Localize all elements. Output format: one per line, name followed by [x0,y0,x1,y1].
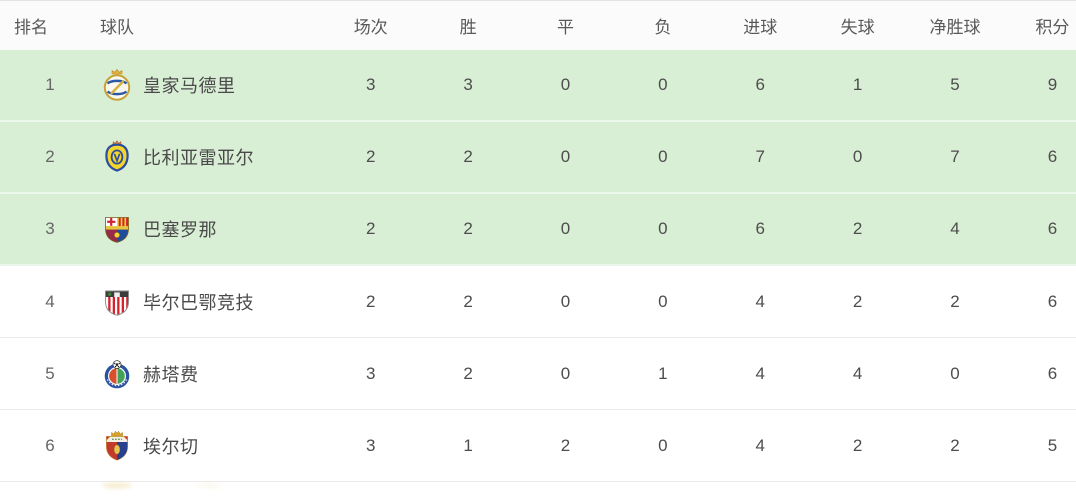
stat-goal-diff: 2 [950,291,960,311]
stat-draw: 0 [560,363,571,383]
rank-cell: 6 [45,435,55,455]
stat-draw: 2 [560,435,571,455]
stat-goals-for: 7 [755,147,765,166]
stat-goal-diff: 2 [950,435,960,455]
team-name: 皇家马德里 [143,76,236,96]
athletic-bilbao-crest-icon [105,290,129,316]
table-header-row: 排名 球队 场次 胜 平 负 进球 失球 净胜球 积分 [0,1,1076,50]
header-cell-team: 球队 [100,18,134,37]
stat-loss: 0 [658,219,668,238]
team-name: 埃尔切 [143,436,199,457]
rank-cell: 4 [45,291,55,311]
stat-played: 2 [365,291,376,311]
stat-draw: 0 [560,291,571,311]
team-row[interactable]: 3 巴塞罗那 [0,194,1076,266]
header-cell-draw: 平 [556,18,574,37]
header-cell-goals-against: 失球 [840,18,875,37]
stat-points: 6 [1047,147,1058,166]
stat-loss: 0 [658,75,668,94]
stat-goal-diff: 0 [950,363,960,383]
stat-goals-against: 4 [852,363,863,383]
stat-goals-for: 6 [755,75,765,94]
header-cell-points: 积分 [1035,18,1070,37]
team-name: 毕尔巴鄂竞技 [143,292,254,313]
partial-next-row [0,482,1076,499]
team-name: 巴塞罗那 [143,220,217,240]
stat-draw: 0 [560,219,571,238]
stat-goals-against: 0 [852,147,863,166]
stat-played: 2 [365,147,376,166]
stat-points: 9 [1047,75,1058,94]
team-row[interactable]: 6 埃尔切 3 1 2 0 4 2 2 5 [0,410,1076,482]
barcelona-crest-icon [105,217,129,243]
stat-played: 3 [365,435,376,455]
stat-goals-for: 6 [755,219,765,238]
stat-loss: 0 [658,147,668,166]
getafe-crest-icon [104,359,130,388]
team-row[interactable]: 4 毕尔巴鄂竞技 2 2 0 0 [0,266,1076,338]
header-cell-goals-for: 进球 [743,18,778,37]
stat-win: 2 [463,147,473,166]
stat-draw: 0 [560,75,571,94]
real-madrid-crest-icon [103,68,131,101]
team-cell[interactable]: 埃尔切 [100,429,322,463]
header-cell-win: 胜 [459,18,477,37]
team-cell[interactable]: 皇家马德里 [100,68,322,102]
partial-team-crest-icon [196,483,222,488]
stat-loss: 1 [658,363,668,383]
stat-loss: 0 [658,435,668,455]
team-cell[interactable]: 赫塔费 [100,357,322,391]
stat-goals-for: 4 [755,363,765,383]
stat-played: 3 [365,75,376,94]
stat-win: 3 [463,75,473,94]
team-name: 比利亚雷亚尔 [143,148,254,168]
team-cell[interactable]: 毕尔巴鄂竞技 [100,285,322,319]
stat-goal-diff: 5 [950,75,960,94]
stat-points: 5 [1047,435,1058,455]
stat-win: 1 [463,435,473,455]
stat-goals-for: 4 [755,291,765,311]
stat-points: 6 [1047,291,1058,311]
stat-goals-against: 2 [852,435,863,455]
stat-goals-against: 2 [852,219,863,238]
stat-draw: 0 [560,147,571,166]
rank-cell: 2 [45,147,55,166]
header-cell-rank: 排名 [14,18,48,37]
team-row[interactable]: 2 比利亚雷亚尔 2 2 0 0 7 0 7 6 [0,122,1076,194]
villarreal-crest-icon [105,140,129,172]
stat-played: 3 [365,363,376,383]
stat-goal-diff: 4 [950,219,960,238]
team-row[interactable]: 1 皇家马德里 3 3 0 0 6 1 5 9 [0,50,1076,122]
stat-win: 2 [463,363,473,383]
stat-points: 6 [1047,363,1058,383]
rank-cell: 5 [45,363,55,383]
stat-win: 2 [463,219,473,238]
stat-goals-against: 1 [852,75,863,94]
team-cell[interactable]: 巴塞罗那 [100,212,322,246]
stat-win: 2 [463,291,473,311]
stat-played: 2 [365,219,376,238]
team-row[interactable]: 5 赫塔费 3 2 0 1 4 4 0 6 [0,338,1076,410]
rank-cell: 1 [45,75,55,94]
header-cell-loss: 负 [654,18,672,37]
team-name: 赫塔费 [143,364,199,385]
elche-crest-icon [106,430,128,461]
rank-cell: 3 [45,219,55,238]
stat-goal-diff: 7 [950,147,960,166]
header-cell-goal-diff: 净胜球 [929,18,981,37]
stat-loss: 0 [658,291,668,311]
header-cell-played: 场次 [353,18,388,37]
team-cell[interactable]: 比利亚雷亚尔 [100,140,322,174]
stat-goals-for: 4 [755,435,765,455]
stat-points: 6 [1047,219,1058,238]
stat-goals-against: 2 [852,291,863,311]
partial-team-crest-icon [102,483,132,488]
